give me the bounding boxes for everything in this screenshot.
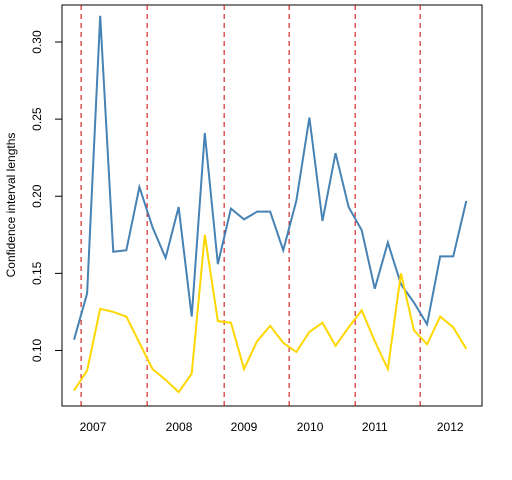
- year-label: 2009: [231, 420, 258, 434]
- y-tick-label: 0.30: [30, 30, 44, 54]
- y-tick-label: 0.10: [30, 338, 44, 362]
- year-label: 2008: [166, 420, 193, 434]
- series-line: [73, 15, 468, 340]
- y-axis-label: Confidence interval lengths: [4, 133, 18, 278]
- year-label: 2010: [297, 420, 324, 434]
- y-tick-label: 0.25: [30, 107, 44, 131]
- y-tick-label: 0.15: [30, 261, 44, 285]
- year-label: 2012: [437, 420, 464, 434]
- year-label: 2011: [362, 420, 388, 434]
- year-label: 2007: [80, 420, 107, 434]
- series-line: [73, 234, 468, 394]
- plot-box: [61, 4, 483, 407]
- y-tick-label: 0.20: [30, 184, 44, 208]
